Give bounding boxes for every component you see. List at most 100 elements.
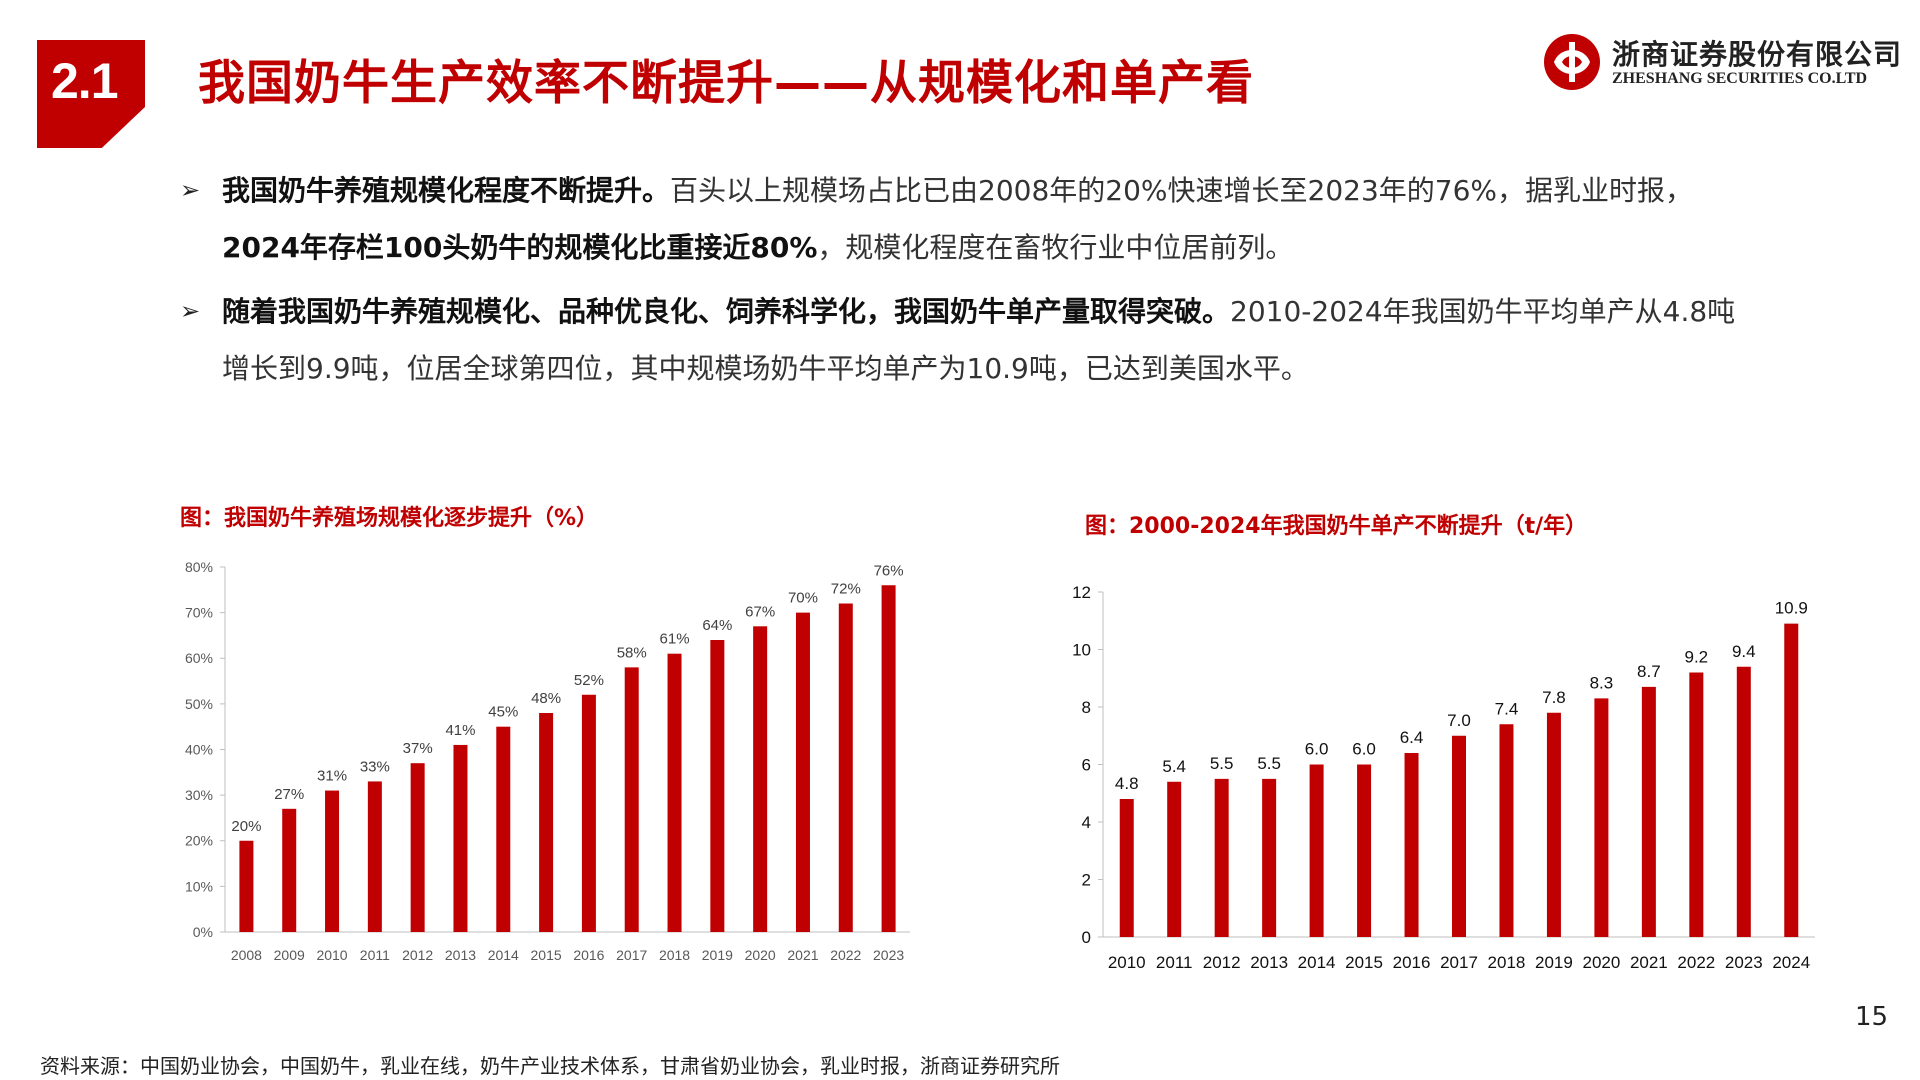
bar bbox=[1357, 764, 1372, 937]
y-tick-label: 20% bbox=[185, 833, 213, 849]
y-tick-label: 40% bbox=[185, 741, 213, 757]
x-tick-label: 2020 bbox=[1582, 953, 1620, 972]
data-label: 5.5 bbox=[1257, 754, 1281, 773]
data-label: 61% bbox=[660, 631, 690, 648]
bullet-arrow-icon: ➢ bbox=[180, 297, 201, 325]
x-tick-label: 2016 bbox=[573, 947, 604, 963]
bar bbox=[539, 713, 554, 932]
bar bbox=[1262, 778, 1277, 937]
bullet-text-bold: 2024年存栏100头奶牛的规模化比重接近80% bbox=[222, 231, 818, 264]
bullet-text-bold: 随着我国奶牛养殖规模化、品种优良化、饲养科学化，我国奶牛单产量取得突破。 bbox=[222, 295, 1231, 328]
data-label: 48% bbox=[531, 690, 561, 707]
data-label: 6.4 bbox=[1400, 728, 1424, 747]
x-tick-label: 2015 bbox=[531, 947, 562, 963]
data-label: 7.8 bbox=[1542, 688, 1566, 707]
bar bbox=[325, 790, 340, 932]
scale-ratio-bar-chart: 0% 10% 20% 30% 40% 50% 60% 70% 80% 20% 2008 27% 2009… bbox=[185, 559, 910, 963]
data-label: 64% bbox=[702, 617, 732, 634]
y-tick-label: 60% bbox=[185, 650, 213, 666]
x-tick-label: 2015 bbox=[1345, 953, 1383, 972]
bar bbox=[453, 744, 468, 932]
bar bbox=[1452, 735, 1466, 937]
bar bbox=[1736, 666, 1751, 937]
bullet-text: ，规模化程度在畜牧行业中位居前列。 bbox=[817, 231, 1294, 264]
data-label: 67% bbox=[745, 603, 775, 620]
x-tick-label: 2014 bbox=[1298, 953, 1336, 972]
data-label: 6.0 bbox=[1305, 740, 1329, 759]
data-label: 52% bbox=[574, 672, 604, 689]
x-tick-label: 2016 bbox=[1393, 953, 1431, 972]
bullet-list: ➢ 我国奶牛养殖规模化程度不断提升。百头以上规模场占比已由2008年的20%快速… bbox=[180, 162, 1760, 404]
x-tick-label: 2019 bbox=[702, 947, 733, 963]
section-number: 2.1 bbox=[51, 53, 119, 109]
x-tick-label: 2018 bbox=[1488, 953, 1526, 972]
x-tick-label: 2014 bbox=[488, 947, 519, 963]
x-tick-label: 2021 bbox=[787, 947, 818, 963]
bar bbox=[1499, 724, 1514, 937]
bullet-text-bold: 我国奶牛养殖规模化程度不断提升。 bbox=[222, 174, 671, 207]
data-label: 6.0 bbox=[1352, 740, 1376, 759]
y-tick-label: 12 bbox=[1072, 583, 1091, 602]
bar bbox=[753, 626, 768, 932]
bar bbox=[1594, 698, 1609, 937]
data-label: 8.3 bbox=[1590, 673, 1614, 692]
bar bbox=[1641, 686, 1656, 937]
yield-bar-chart: 0 2 4 6 8 10 12 4.8 2010 5.4 2011 5.5 2012 5.5 2013 6.0… bbox=[1072, 583, 1815, 972]
x-tick-label: 2013 bbox=[1250, 953, 1288, 972]
bar bbox=[282, 808, 297, 932]
data-label: 33% bbox=[360, 758, 390, 775]
data-label: 20% bbox=[231, 818, 261, 835]
data-label: 10.9 bbox=[1775, 599, 1808, 618]
bar bbox=[1784, 623, 1799, 937]
x-tick-label: 2017 bbox=[1440, 953, 1478, 972]
section-number-badge: 2.1 bbox=[37, 40, 145, 148]
x-tick-label: 2017 bbox=[616, 947, 647, 963]
source-note: 资料来源：中国奶业协会，中国奶牛，乳业在线，奶牛产业技术体系，甘肃省奶业协会，乳… bbox=[40, 1054, 1060, 1078]
bar bbox=[496, 726, 511, 932]
y-tick-label: 50% bbox=[185, 696, 213, 712]
data-label: 9.4 bbox=[1732, 642, 1756, 661]
y-tick-label: 10 bbox=[1072, 640, 1091, 659]
company-logo: 浙商证券股份有限公司 ZHESHANG SECURITIES CO.LTD bbox=[1542, 32, 1901, 94]
x-tick-label: 2022 bbox=[830, 947, 861, 963]
x-tick-label: 2008 bbox=[231, 947, 262, 963]
bar bbox=[581, 694, 596, 932]
x-tick-label: 2010 bbox=[316, 947, 347, 963]
bar bbox=[624, 667, 639, 932]
x-tick-label: 2019 bbox=[1535, 953, 1573, 972]
bar bbox=[710, 640, 725, 932]
bullet-item: ➢ 随着我国奶牛养殖规模化、品种优良化、饲养科学化，我国奶牛单产量取得突破。20… bbox=[180, 283, 1760, 397]
bar bbox=[1214, 778, 1229, 937]
y-tick-label: 2 bbox=[1082, 870, 1091, 889]
data-label: 31% bbox=[317, 768, 347, 785]
data-label: 45% bbox=[488, 704, 518, 721]
chart-title-scale: 图：我国奶牛养殖场规模化逐步提升（%） bbox=[180, 506, 599, 531]
x-tick-label: 2021 bbox=[1630, 953, 1668, 972]
bar bbox=[795, 612, 810, 932]
bullet-text: 百头以上规模场占比已由2008年的20%快速增长至2023年的76%，据乳业时报… bbox=[670, 174, 1694, 207]
data-label: 4.8 bbox=[1115, 774, 1139, 793]
bar bbox=[881, 585, 896, 932]
bar bbox=[1546, 712, 1561, 937]
bar bbox=[1167, 781, 1182, 937]
bullet-arrow-icon: ➢ bbox=[180, 176, 201, 204]
x-tick-label: 2013 bbox=[445, 947, 476, 963]
logo-english-name: ZHESHANG SECURITIES CO.LTD bbox=[1612, 70, 1868, 87]
logo-chinese-name: 浙商证券股份有限公司 bbox=[1612, 38, 1903, 71]
y-tick-label: 0% bbox=[193, 924, 213, 940]
page-title: 我国奶牛生产效率不断提升——从规模化和单产看 bbox=[198, 56, 1254, 111]
x-tick-label: 2022 bbox=[1677, 953, 1715, 972]
data-label: 5.5 bbox=[1210, 754, 1234, 773]
data-label: 72% bbox=[831, 581, 861, 598]
y-tick-label: 80% bbox=[185, 559, 213, 575]
bar bbox=[838, 603, 853, 932]
data-label: 27% bbox=[274, 786, 304, 803]
bar bbox=[367, 781, 382, 932]
x-tick-label: 2023 bbox=[873, 947, 904, 963]
data-label: 8.7 bbox=[1637, 662, 1661, 681]
bullet-item: ➢ 我国奶牛养殖规模化程度不断提升。百头以上规模场占比已由2008年的20%快速… bbox=[180, 162, 1760, 276]
bar bbox=[1404, 753, 1419, 937]
x-tick-label: 2012 bbox=[402, 947, 433, 963]
chart-title-yield: 图：2000-2024年我国奶牛单产不断提升（t/年） bbox=[1085, 514, 1588, 539]
bar bbox=[1119, 799, 1134, 937]
